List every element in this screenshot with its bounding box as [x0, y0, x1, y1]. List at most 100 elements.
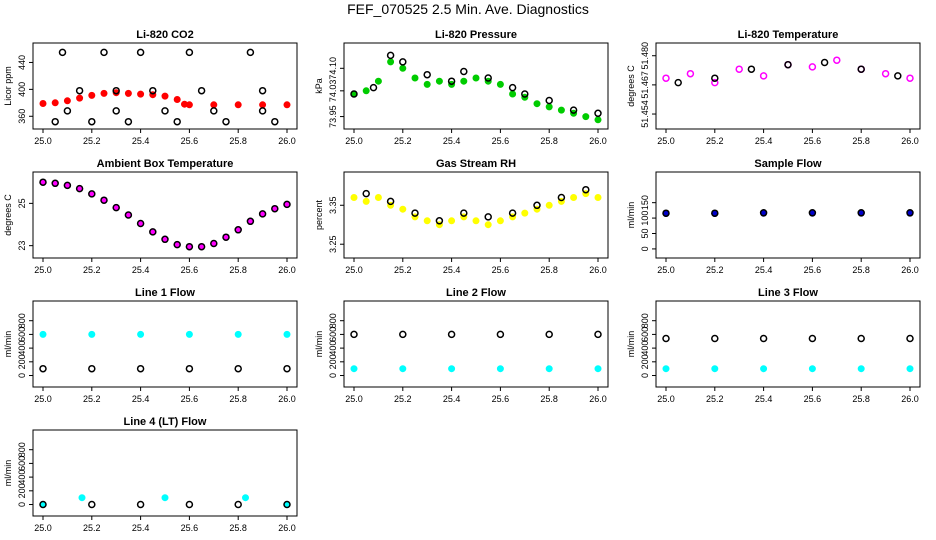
x-tick-label: 25.4 [132, 523, 150, 533]
data-point [594, 365, 602, 373]
data-point [496, 80, 504, 88]
x-tick-label: 25.6 [181, 523, 199, 533]
plot-frame [343, 42, 609, 130]
y-tick-label: 400 [17, 470, 27, 485]
data-point [39, 330, 47, 338]
data-point [136, 219, 145, 228]
data-point [423, 80, 431, 88]
y-tick-label: 0 [17, 373, 27, 378]
y-tick-label: 25 [17, 198, 27, 208]
data-point [387, 58, 395, 66]
data-point [210, 239, 218, 248]
data-point [185, 242, 194, 251]
data-point [161, 235, 169, 244]
series-1 [350, 58, 602, 124]
data-point [75, 86, 84, 95]
x-tick-label: 26.0 [589, 136, 607, 146]
series-1 [39, 330, 291, 338]
panel-title: Line 1 Flow [135, 287, 195, 299]
panel-title: Line 3 Flow [758, 287, 818, 299]
y-axis-label: degrees C [3, 194, 13, 236]
data-point [88, 364, 96, 373]
panel-li-820-co2: Li-820 CO2 25.0 25.2 25.4 25.6 25.8 26.0 360 400… [3, 29, 298, 146]
data-point [582, 113, 590, 121]
y-tick-label: 600 [328, 327, 338, 342]
x-tick-label: 25.6 [492, 394, 510, 404]
x-tick-label: 25.4 [132, 394, 150, 404]
data-point [51, 117, 59, 126]
data-point [283, 200, 291, 209]
y-tick-label: 440 [17, 55, 27, 70]
plot-frame [32, 300, 298, 388]
y-axis-label: ml/min [3, 460, 13, 487]
x-tick-label: 25.4 [443, 136, 461, 146]
panel-title: Li-820 Pressure [435, 29, 517, 41]
x-tick-label: 25.8 [852, 136, 870, 146]
y-tick-label: 150 [640, 195, 650, 210]
data-point [242, 494, 249, 502]
data-point [88, 117, 96, 126]
plot-frame [655, 171, 921, 259]
data-point [906, 334, 914, 343]
x-tick-label: 25.0 [34, 265, 52, 275]
data-point [234, 226, 242, 234]
x-tick-label: 26.0 [278, 394, 296, 404]
data-point [234, 101, 242, 109]
data-point [136, 48, 145, 57]
series-2 [39, 364, 291, 373]
data-point [411, 74, 419, 82]
data-point [594, 109, 602, 118]
data-point [711, 334, 719, 343]
x-tick-label: 25.4 [132, 136, 150, 146]
data-point [399, 58, 407, 66]
x-tick-label: 25.0 [345, 265, 363, 275]
data-point [759, 334, 768, 343]
figure-title: FEF_070525 2.5 Min. Ave. Diagnostics [347, 1, 589, 17]
series-2 [39, 178, 291, 251]
data-point [350, 365, 358, 373]
data-point [674, 78, 682, 87]
x-tick-label: 25.8 [229, 523, 247, 533]
x-tick-label: 26.0 [901, 136, 919, 146]
data-point [857, 365, 865, 373]
data-point [460, 67, 468, 76]
data-point [39, 364, 47, 373]
data-point [283, 330, 291, 338]
x-tick-label: 25.4 [755, 265, 773, 275]
data-point [545, 103, 553, 111]
x-tick-label: 25.0 [657, 394, 675, 404]
data-point [222, 233, 230, 241]
x-tick-label: 25.0 [34, 136, 52, 146]
x-tick-label: 25.6 [181, 136, 199, 146]
data-point [484, 213, 492, 221]
x-tick-label: 25.8 [229, 136, 247, 146]
panel-line-3-flow: Line 3 Flow 25.0 25.2 25.4 25.6 25.8 26.0 0 2004… [626, 287, 921, 404]
y-tick-label: 600 [17, 456, 27, 471]
plot-frame [655, 42, 921, 130]
data-point [906, 365, 914, 373]
data-point [662, 334, 670, 343]
data-point [88, 190, 96, 198]
data-point [509, 90, 517, 98]
data-point [76, 94, 84, 102]
panel-title: Line 2 Flow [446, 287, 506, 299]
data-point [533, 201, 541, 210]
data-point [234, 500, 242, 509]
panel-li-820-pressure: Li-820 Pressure 25.0 25.2 25.4 25.6 25.8 26.0 7… [314, 29, 609, 146]
data-point [234, 364, 242, 373]
data-point [350, 90, 358, 98]
data-point [460, 209, 468, 217]
data-point [557, 193, 566, 202]
y-tick-label: 360 [17, 109, 27, 124]
y-axis-label: kPa [314, 78, 324, 94]
data-point [246, 48, 255, 57]
data-point [210, 101, 218, 109]
series-2 [362, 185, 590, 225]
data-point [124, 89, 132, 97]
panel-line-2-flow: Line 2 Flow 25.0 25.2 25.4 25.6 25.8 26.0 0 2004… [314, 287, 609, 404]
data-point [582, 185, 590, 194]
x-tick-label: 25.4 [443, 394, 461, 404]
data-point [39, 178, 47, 186]
y-axis-label: percent [314, 199, 324, 230]
x-tick-label: 25.0 [345, 136, 363, 146]
